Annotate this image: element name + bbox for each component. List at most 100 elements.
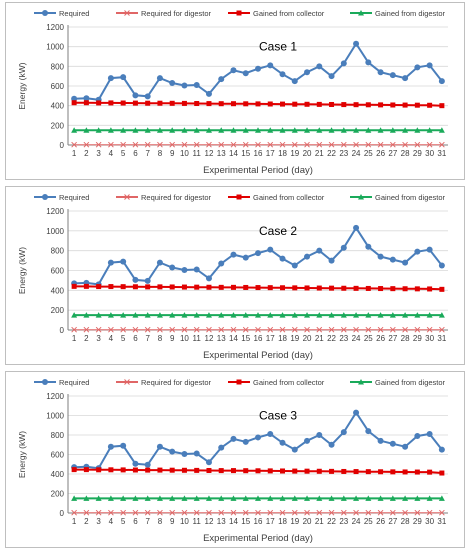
data-point-required-for-digestor bbox=[218, 141, 225, 148]
data-point-gained-from-collector bbox=[96, 284, 102, 290]
legend-marker-required bbox=[42, 10, 48, 16]
data-point-gained-from-digestor bbox=[438, 312, 445, 318]
legend-marker-gained-from-digestor bbox=[358, 379, 364, 385]
data-point-gained-from-digestor bbox=[218, 127, 225, 133]
data-point-required-for-digestor bbox=[353, 141, 359, 148]
data-point-gained-from-digestor bbox=[267, 495, 274, 501]
data-point-gained-from-collector bbox=[292, 101, 298, 107]
data-point-gained-from-digestor bbox=[169, 312, 176, 318]
data-point-required bbox=[426, 246, 433, 253]
data-point-required bbox=[120, 258, 127, 265]
x-tick-label: 8 bbox=[158, 334, 163, 343]
x-tick-label: 14 bbox=[229, 517, 238, 526]
legend-marker-required bbox=[42, 194, 48, 200]
data-point-required bbox=[340, 429, 347, 436]
x-tick-label: 9 bbox=[170, 149, 175, 158]
x-tick-label: 19 bbox=[290, 149, 299, 158]
data-point-gained-from-digestor bbox=[353, 312, 360, 318]
data-point-required-for-digestor bbox=[377, 326, 384, 333]
data-point-required-for-digestor bbox=[304, 509, 310, 516]
data-point-gained-from-digestor bbox=[132, 127, 139, 133]
data-point-gained-from-digestor bbox=[304, 312, 311, 318]
data-point-required-for-digestor bbox=[193, 141, 200, 148]
data-point-required bbox=[365, 59, 372, 66]
data-point-gained-from-digestor bbox=[193, 127, 200, 133]
data-point-required-for-digestor bbox=[242, 326, 249, 333]
data-point-gained-from-digestor bbox=[120, 127, 127, 133]
data-point-required-for-digestor bbox=[242, 141, 249, 148]
x-tick-label: 15 bbox=[241, 334, 250, 343]
data-point-gained-from-collector bbox=[83, 100, 89, 106]
data-point-required bbox=[328, 257, 335, 264]
x-tick-label: 11 bbox=[193, 517, 202, 526]
data-point-gained-from-collector bbox=[181, 467, 187, 473]
data-point-required bbox=[230, 67, 237, 74]
x-tick-label: 18 bbox=[278, 517, 287, 526]
x-tick-label: 29 bbox=[413, 517, 422, 526]
data-point-required-for-digestor bbox=[279, 509, 286, 516]
data-point-gained-from-digestor bbox=[95, 495, 102, 501]
data-point-required-for-digestor bbox=[132, 509, 139, 516]
data-point-required bbox=[205, 459, 212, 466]
data-point-required bbox=[328, 73, 335, 80]
y-axis-label: Energy (kW) bbox=[17, 247, 27, 294]
data-point-gained-from-digestor bbox=[144, 312, 151, 318]
data-point-gained-from-collector bbox=[280, 468, 286, 474]
data-point-required-for-digestor bbox=[340, 509, 347, 516]
data-point-required-for-digestor bbox=[365, 326, 372, 333]
y-tick-label: 0 bbox=[60, 326, 65, 335]
x-tick-label: 3 bbox=[96, 334, 101, 343]
data-point-gained-from-collector bbox=[145, 284, 151, 290]
data-point-required bbox=[156, 75, 163, 82]
data-point-gained-from-collector bbox=[353, 469, 359, 475]
line-chart-case-3: Required Required for digestor Gained from… bbox=[17, 378, 448, 544]
data-point-required-for-digestor bbox=[144, 141, 151, 148]
x-tick-label: 8 bbox=[158, 517, 163, 526]
data-point-gained-from-digestor bbox=[328, 495, 335, 501]
data-point-required bbox=[169, 448, 176, 455]
data-point-gained-from-collector bbox=[353, 285, 359, 291]
data-point-gained-from-digestor bbox=[389, 495, 396, 501]
data-point-required-for-digestor bbox=[340, 141, 347, 148]
x-tick-label: 19 bbox=[290, 334, 299, 343]
legend-label-gained-from-digestor: Gained from digestor bbox=[375, 378, 446, 387]
x-tick-label: 30 bbox=[425, 517, 434, 526]
data-point-required bbox=[193, 450, 200, 457]
legend-marker-gained-from-collector bbox=[236, 379, 242, 385]
data-point-gained-from-collector bbox=[243, 101, 249, 107]
data-point-gained-from-collector bbox=[120, 467, 126, 473]
chart-title: Case 3 bbox=[259, 409, 297, 423]
data-point-required bbox=[328, 441, 335, 448]
data-point-gained-from-digestor bbox=[426, 127, 433, 133]
y-axis-label: Energy (kW) bbox=[17, 431, 27, 478]
x-tick-label: 24 bbox=[352, 517, 361, 526]
x-tick-label: 18 bbox=[278, 334, 287, 343]
data-point-gained-from-collector bbox=[206, 101, 212, 107]
data-point-gained-from-digestor bbox=[353, 127, 360, 133]
data-point-required-for-digestor bbox=[206, 141, 212, 148]
data-point-required-for-digestor bbox=[279, 326, 286, 333]
data-point-gained-from-collector bbox=[329, 101, 335, 107]
data-point-required bbox=[242, 438, 249, 445]
data-point-gained-from-collector bbox=[230, 284, 236, 290]
data-point-required bbox=[230, 251, 237, 258]
data-point-gained-from-digestor bbox=[95, 127, 102, 133]
x-tick-label: 5 bbox=[121, 149, 126, 158]
x-tick-label: 10 bbox=[180, 334, 189, 343]
data-point-gained-from-collector bbox=[316, 468, 322, 474]
data-point-gained-from-digestor bbox=[340, 312, 347, 318]
data-point-gained-from-collector bbox=[132, 284, 138, 290]
data-point-required-for-digestor bbox=[108, 326, 114, 333]
data-point-gained-from-digestor bbox=[414, 495, 421, 501]
x-tick-label: 29 bbox=[413, 334, 422, 343]
data-point-gained-from-digestor bbox=[426, 495, 433, 501]
y-tick-label: 600 bbox=[51, 267, 65, 276]
x-tick-label: 29 bbox=[413, 149, 422, 158]
data-point-gained-from-collector bbox=[316, 101, 322, 107]
data-point-required-for-digestor bbox=[316, 141, 323, 148]
data-point-gained-from-collector bbox=[378, 286, 384, 292]
data-point-gained-from-collector bbox=[157, 467, 163, 473]
x-tick-label: 25 bbox=[364, 517, 373, 526]
data-point-required-for-digestor bbox=[304, 326, 310, 333]
data-point-required-for-digestor bbox=[402, 326, 408, 333]
